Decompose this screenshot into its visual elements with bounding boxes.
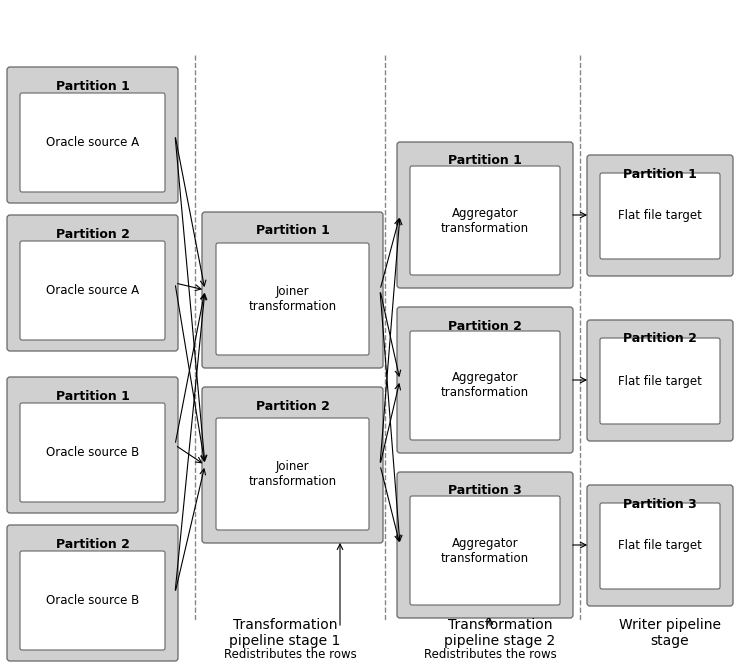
FancyBboxPatch shape: [600, 338, 720, 424]
FancyBboxPatch shape: [410, 331, 560, 440]
Text: Aggregator
transformation: Aggregator transformation: [441, 537, 529, 565]
Text: Writer pipeline
stage: Writer pipeline stage: [619, 618, 721, 648]
FancyBboxPatch shape: [397, 472, 573, 618]
Text: Partition 1: Partition 1: [56, 390, 130, 402]
Text: Oracle source B: Oracle source B: [46, 446, 139, 459]
Text: Partition 1: Partition 1: [448, 154, 522, 168]
Text: Partition 2: Partition 2: [56, 537, 130, 551]
FancyBboxPatch shape: [600, 173, 720, 259]
Text: Partition 2: Partition 2: [255, 400, 329, 412]
Text: Oracle source A: Oracle source A: [46, 136, 139, 149]
Text: Transformation
pipeline stage 2: Transformation pipeline stage 2: [445, 618, 556, 648]
Text: Aggregator
transformation: Aggregator transformation: [441, 372, 529, 400]
FancyBboxPatch shape: [587, 485, 733, 606]
FancyBboxPatch shape: [410, 496, 560, 605]
FancyBboxPatch shape: [216, 418, 369, 530]
Text: Partition 3: Partition 3: [448, 485, 522, 497]
FancyBboxPatch shape: [202, 212, 383, 368]
FancyBboxPatch shape: [202, 387, 383, 543]
Text: Joiner
transformation: Joiner transformation: [249, 285, 337, 313]
FancyBboxPatch shape: [397, 307, 573, 453]
Text: Partition 2: Partition 2: [623, 332, 697, 346]
Text: Partition 1: Partition 1: [623, 168, 697, 180]
FancyBboxPatch shape: [20, 403, 165, 502]
Text: Aggregator
transformation: Aggregator transformation: [441, 207, 529, 235]
FancyBboxPatch shape: [587, 320, 733, 441]
FancyBboxPatch shape: [600, 503, 720, 589]
Text: Flat file target: Flat file target: [618, 209, 702, 223]
Text: Partition 2: Partition 2: [56, 227, 130, 241]
Text: Redistributes the rows: Redistributes the rows: [423, 648, 556, 661]
FancyBboxPatch shape: [410, 166, 560, 275]
Text: Partition 2: Partition 2: [448, 319, 522, 332]
FancyBboxPatch shape: [397, 142, 573, 288]
Text: Partition 1: Partition 1: [255, 225, 329, 237]
Text: Flat file target: Flat file target: [618, 539, 702, 553]
Text: Oracle source B: Oracle source B: [46, 594, 139, 607]
FancyBboxPatch shape: [7, 525, 178, 661]
FancyBboxPatch shape: [7, 67, 178, 203]
FancyBboxPatch shape: [20, 93, 165, 192]
Text: Joiner
transformation: Joiner transformation: [249, 460, 337, 488]
Text: Reader pipeline
stage: Reader pipeline stage: [41, 618, 149, 648]
Text: Partition 3: Partition 3: [623, 497, 697, 511]
FancyBboxPatch shape: [7, 215, 178, 351]
Text: Oracle source A: Oracle source A: [46, 284, 139, 297]
Text: Redistributes the rows: Redistributes the rows: [223, 648, 357, 661]
Text: Transformation
pipeline stage 1: Transformation pipeline stage 1: [229, 618, 340, 648]
FancyBboxPatch shape: [20, 551, 165, 650]
FancyBboxPatch shape: [216, 243, 369, 355]
FancyBboxPatch shape: [20, 241, 165, 340]
FancyBboxPatch shape: [7, 377, 178, 513]
Text: Partition 1: Partition 1: [56, 80, 130, 92]
Text: Flat file target: Flat file target: [618, 374, 702, 388]
FancyBboxPatch shape: [587, 155, 733, 276]
